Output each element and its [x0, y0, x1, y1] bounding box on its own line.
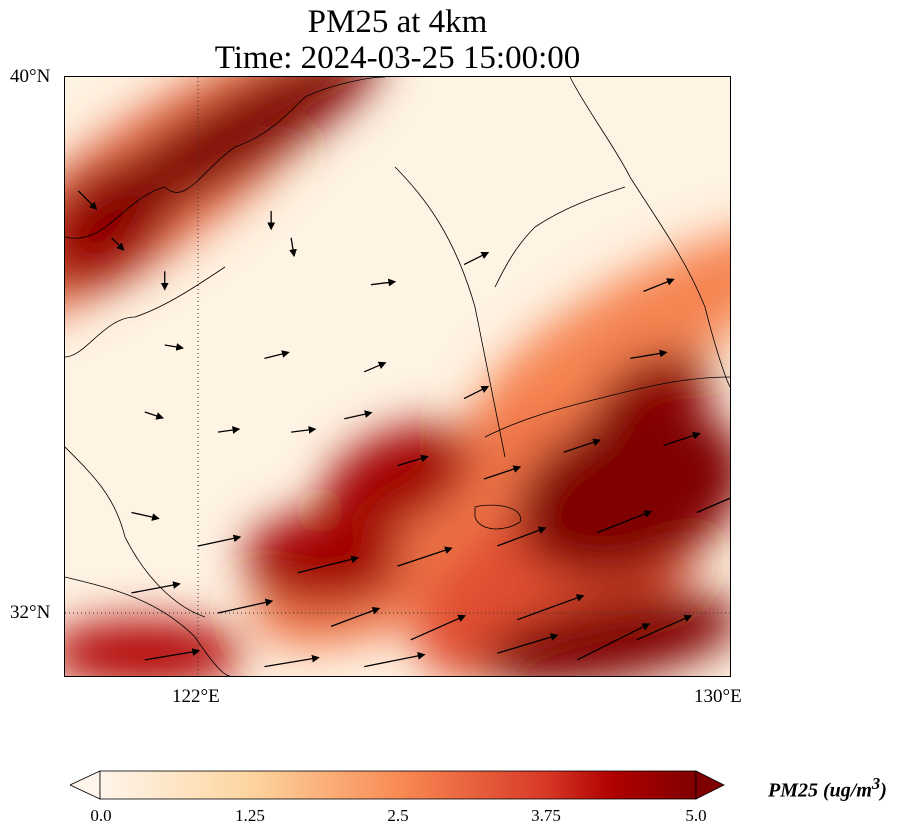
wind-arrow: [463, 386, 490, 400]
units-label: PM25 (ug/m: [768, 779, 872, 802]
wind-arrow: [663, 431, 701, 447]
wind-arrow: [264, 350, 290, 360]
wind-arrow: [111, 237, 125, 251]
wind-arrow: [217, 426, 241, 434]
colorbar-tick: 2.5: [387, 806, 409, 825]
pm25-region: [322, 424, 473, 534]
wind-arrow: [563, 438, 601, 453]
pm25-field: [0, 40, 801, 687]
wind-arrow: [630, 349, 668, 360]
colorbar: [70, 770, 725, 800]
wind-arrow: [596, 510, 653, 534]
wind-arrow: [397, 546, 453, 567]
wind-arrow: [497, 633, 559, 654]
units-superscript: 3: [871, 774, 881, 793]
y-tick-32n: 32°N: [10, 602, 51, 623]
wind-arrow: [217, 598, 274, 614]
x-tick-122e: 122°E: [172, 686, 220, 707]
wind-arrow: [483, 465, 522, 480]
chart-subtitle: Time: 2024-03-25 15:00:00: [214, 40, 581, 76]
wind-arrow: [264, 654, 320, 668]
wind-arrow: [497, 526, 547, 547]
wind-arrow: [397, 454, 429, 467]
wind-arrow: [330, 607, 381, 628]
wind-arrow: [197, 534, 242, 547]
colorbar-tick: 3.75: [531, 806, 561, 825]
colorbar-gradient: [99, 770, 697, 800]
pm25-region: [473, 227, 801, 436]
wind-arrow: [144, 411, 165, 420]
colorbar-label: PM25 (ug/m3): [768, 774, 887, 803]
wind-arrow: [131, 581, 181, 594]
wind-arrow: [297, 555, 360, 574]
wind-arrow: [463, 252, 490, 266]
wind-arrow: [363, 361, 387, 373]
colorbar-tick: 1.25: [235, 806, 265, 825]
colorbar-extend-high: [695, 770, 725, 800]
wind-arrow: [576, 623, 651, 661]
wind-arrow: [77, 190, 98, 210]
pm25-region: [80, 44, 383, 231]
wind-arrow: [289, 237, 297, 258]
colorbar-tick: 5.0: [685, 806, 707, 825]
wind-arrow: [131, 511, 160, 521]
colorbar-tick: 0.0: [90, 806, 112, 825]
wind-arrow: [344, 410, 373, 420]
pm25-region: [479, 594, 742, 686]
wind-arrow: [370, 278, 397, 287]
colorbar-extend-low: [70, 770, 101, 800]
wind-arrow: [643, 278, 675, 293]
wind-arrow: [636, 614, 693, 641]
wind-arrow: [364, 652, 426, 668]
wind-arrow: [144, 648, 201, 661]
wind-vectors: [77, 190, 740, 668]
y-tick-40n: 40°N: [10, 66, 51, 87]
pm25-region: [244, 512, 405, 606]
map-plot-area: [0, 40, 801, 687]
chart-title: PM25 at 4km: [307, 4, 488, 40]
coastlines: [64, 76, 731, 677]
wind-arrow: [164, 343, 185, 351]
wind-arrow: [516, 594, 585, 621]
wind-arrow: [410, 614, 466, 641]
units-close: ): [880, 779, 887, 802]
wind-arrow: [291, 426, 317, 434]
x-tick-130e: 130°E: [694, 686, 742, 707]
